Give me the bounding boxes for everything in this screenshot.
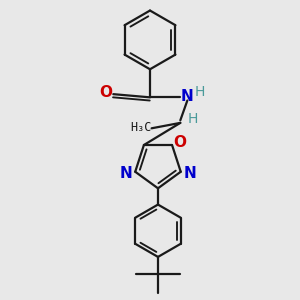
- Text: H: H: [187, 112, 198, 126]
- Text: N: N: [120, 166, 133, 181]
- Text: H₃C: H₃C: [131, 121, 152, 134]
- Text: O: O: [99, 85, 112, 100]
- Text: O: O: [173, 135, 187, 150]
- Text: N: N: [181, 89, 194, 104]
- Text: N: N: [183, 166, 196, 181]
- Text: H: H: [194, 85, 205, 99]
